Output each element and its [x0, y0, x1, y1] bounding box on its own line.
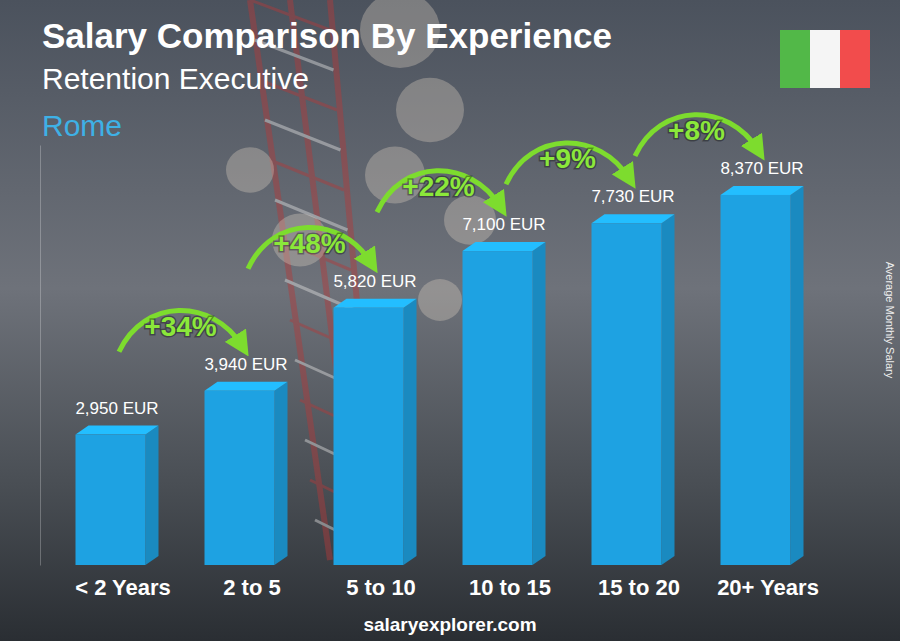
flag-stripe	[780, 30, 810, 88]
bar-top	[205, 382, 288, 391]
increase-label: +34%	[144, 311, 216, 342]
x-tick: 5 to 10	[346, 575, 416, 600]
x-tick-label: 20+ Years	[717, 575, 819, 600]
data-label: 7,100 EUR	[462, 215, 545, 234]
flag	[780, 30, 870, 88]
dish	[226, 147, 274, 193]
increase-arrow	[119, 311, 242, 352]
bar-side	[662, 214, 675, 565]
increase-arrow	[506, 143, 629, 184]
y-axis-title: Average Monthly Salary	[884, 262, 896, 379]
bar-top	[463, 242, 546, 251]
bar	[205, 391, 275, 565]
bar	[334, 308, 404, 565]
bar-top	[592, 214, 675, 223]
increase-arrow	[248, 227, 371, 268]
tower-brace	[270, 160, 344, 190]
flag-stripe	[810, 30, 840, 88]
increase-label: +9%	[539, 143, 596, 174]
x-tick-label: < 2 Years	[75, 575, 171, 600]
x-tick: 15 to 20	[598, 575, 680, 600]
x-tick-label: 10 to 15	[469, 575, 551, 600]
bar-top	[334, 299, 417, 308]
tower-brace	[265, 120, 341, 150]
y-axis-line	[40, 146, 41, 566]
bar	[463, 251, 533, 565]
y-axis	[40, 146, 41, 566]
data-label: 5,820 EUR	[333, 272, 416, 291]
title: Salary Comparison By Experience	[42, 16, 612, 55]
bar	[592, 223, 662, 565]
increase-arrow	[635, 115, 758, 156]
x-tick: 2 to 5	[223, 575, 280, 600]
bar-top	[721, 186, 804, 195]
bar-side	[275, 382, 288, 565]
dish	[396, 78, 464, 143]
bar-side	[146, 426, 159, 565]
increase-arrow	[377, 171, 500, 212]
data-label: 3,940 EUR	[204, 355, 287, 374]
bar-side	[791, 186, 804, 565]
bar-top	[76, 426, 159, 435]
bar	[721, 195, 791, 565]
data-label: 7,730 EUR	[591, 187, 674, 206]
x-tick-label: 2 to 5	[223, 575, 280, 600]
source: salaryexplorer.com	[363, 614, 536, 635]
x-tick-label: 15 to 20	[598, 575, 680, 600]
bar-side	[404, 299, 417, 565]
dish	[418, 279, 462, 321]
x-tick-label: 5 to 10	[346, 575, 416, 600]
increase-label: +8%	[668, 115, 725, 146]
data-label: 2,950 EUR	[75, 399, 158, 418]
city: Rome	[42, 109, 122, 142]
x-tick: 10 to 15	[469, 575, 551, 600]
background-photo	[0, 0, 900, 641]
increase-label: +48%	[273, 228, 345, 259]
subtitle: Retention Executive	[42, 62, 309, 95]
flag-stripe	[840, 30, 870, 88]
increase-label: +22%	[402, 171, 474, 202]
background	[0, 0, 900, 641]
x-axis: < 2 Years 2 to 5 5 to 10 10 to 15 15 to 20 20…	[75, 575, 819, 600]
x-tick: < 2 Years	[75, 575, 171, 600]
bars	[76, 186, 804, 565]
bar	[76, 435, 146, 565]
data-label: 8,370 EUR	[720, 159, 803, 178]
chart: Salary Comparison By Experience Retention…	[0, 0, 900, 641]
x-tick: 20+ Years	[717, 575, 819, 600]
bar-side	[533, 242, 546, 565]
